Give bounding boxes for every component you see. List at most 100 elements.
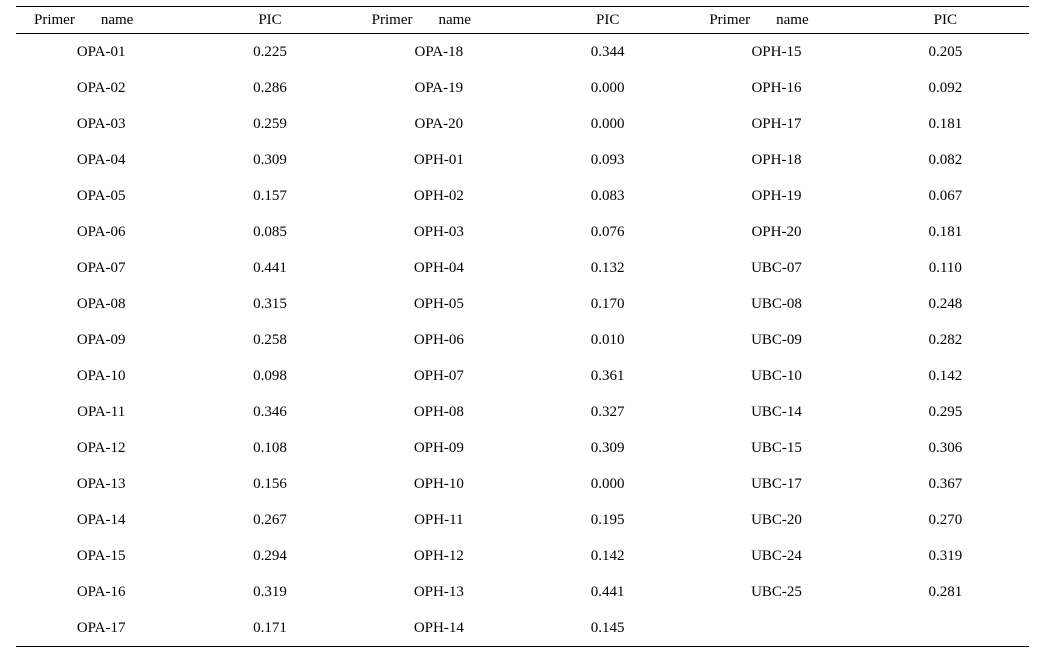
cell-pic: 0.346	[186, 394, 353, 430]
hdr-primer-word2: name	[776, 12, 808, 28]
cell-pic: 0.092	[862, 70, 1029, 106]
cell-primer: UBC-25	[691, 574, 861, 610]
cell-pic: 0.142	[862, 358, 1029, 394]
cell-primer: OPA-17	[16, 610, 186, 647]
cell-primer: OPH-14	[354, 610, 524, 647]
cell-primer: OPH-02	[354, 178, 524, 214]
table-row: OPA-060.085OPH-030.076OPH-200.181	[16, 214, 1029, 250]
cell-pic: 0.170	[524, 286, 691, 322]
cell-pic: 0.281	[862, 574, 1029, 610]
table-row: OPA-090.258OPH-060.010UBC-090.282	[16, 322, 1029, 358]
cell-pic: 0.319	[862, 538, 1029, 574]
cell-pic: 0.093	[524, 142, 691, 178]
cell-primer: OPA-11	[16, 394, 186, 430]
cell-pic: 0.085	[186, 214, 353, 250]
cell-pic: 0.258	[186, 322, 353, 358]
cell-primer	[691, 610, 861, 647]
cell-pic: 0.205	[862, 34, 1029, 71]
cell-pic: 0.367	[862, 466, 1029, 502]
table-row: OPA-140.267OPH-110.195UBC-200.270	[16, 502, 1029, 538]
cell-pic: 0.441	[186, 250, 353, 286]
cell-pic: 0.248	[862, 286, 1029, 322]
cell-primer: OPH-06	[354, 322, 524, 358]
cell-primer: OPA-15	[16, 538, 186, 574]
cell-primer: OPH-07	[354, 358, 524, 394]
table-row: OPA-020.286OPA-190.000OPH-160.092	[16, 70, 1029, 106]
cell-primer: OPH-18	[691, 142, 861, 178]
cell-primer: OPH-17	[691, 106, 861, 142]
cell-primer: OPH-11	[354, 502, 524, 538]
cell-primer: OPH-03	[354, 214, 524, 250]
cell-pic: 0.156	[186, 466, 353, 502]
cell-primer: OPA-03	[16, 106, 186, 142]
cell-primer: UBC-17	[691, 466, 861, 502]
cell-pic: 0.076	[524, 214, 691, 250]
primer-pic-table: Primername PIC Primername PIC Primername…	[16, 6, 1029, 647]
hdr-primer-word1: Primer	[34, 12, 75, 28]
cell-primer: UBC-07	[691, 250, 861, 286]
cell-primer: OPH-19	[691, 178, 861, 214]
col-header-pic-1: PIC	[186, 7, 353, 34]
cell-primer: OPA-01	[16, 34, 186, 71]
cell-pic	[862, 610, 1029, 647]
cell-primer: OPH-20	[691, 214, 861, 250]
cell-primer: OPA-02	[16, 70, 186, 106]
table-row: OPA-030.259OPA-200.000OPH-170.181	[16, 106, 1029, 142]
cell-primer: OPA-07	[16, 250, 186, 286]
table-row: OPA-130.156OPH-100.000UBC-170.367	[16, 466, 1029, 502]
cell-pic: 0.082	[862, 142, 1029, 178]
cell-pic: 0.267	[186, 502, 353, 538]
cell-pic: 0.309	[524, 430, 691, 466]
table-row: OPA-050.157OPH-020.083OPH-190.067	[16, 178, 1029, 214]
cell-pic: 0.181	[862, 214, 1029, 250]
cell-primer: UBC-09	[691, 322, 861, 358]
cell-primer: OPH-12	[354, 538, 524, 574]
cell-pic: 0.000	[524, 70, 691, 106]
cell-primer: OPH-16	[691, 70, 861, 106]
cell-primer: OPA-04	[16, 142, 186, 178]
col-header-pic-3: PIC	[862, 7, 1029, 34]
cell-pic: 0.010	[524, 322, 691, 358]
table-row: OPA-080.315OPH-050.170UBC-080.248	[16, 286, 1029, 322]
cell-pic: 0.319	[186, 574, 353, 610]
cell-primer: OPH-10	[354, 466, 524, 502]
cell-pic: 0.157	[186, 178, 353, 214]
cell-primer: OPH-04	[354, 250, 524, 286]
cell-primer: OPA-18	[354, 34, 524, 71]
hdr-primer-word2: name	[101, 12, 133, 28]
table-header-row: Primername PIC Primername PIC Primername…	[16, 7, 1029, 34]
table-container: Primername PIC Primername PIC Primername…	[0, 0, 1045, 657]
cell-primer: OPA-19	[354, 70, 524, 106]
cell-primer: UBC-15	[691, 430, 861, 466]
cell-primer: UBC-24	[691, 538, 861, 574]
col-header-primer-2: Primername	[354, 7, 524, 34]
cell-pic: 0.000	[524, 106, 691, 142]
cell-primer: OPA-20	[354, 106, 524, 142]
cell-pic: 0.361	[524, 358, 691, 394]
hdr-primer-word2: name	[438, 12, 470, 28]
cell-primer: OPA-09	[16, 322, 186, 358]
cell-primer: UBC-20	[691, 502, 861, 538]
cell-primer: OPA-05	[16, 178, 186, 214]
table-row: OPA-120.108OPH-090.309UBC-150.306	[16, 430, 1029, 466]
table-row: OPA-110.346OPH-080.327UBC-140.295	[16, 394, 1029, 430]
cell-pic: 0.309	[186, 142, 353, 178]
cell-primer: OPH-13	[354, 574, 524, 610]
table-row: OPA-160.319OPH-130.441UBC-250.281	[16, 574, 1029, 610]
cell-pic: 0.286	[186, 70, 353, 106]
cell-primer: OPA-13	[16, 466, 186, 502]
cell-pic: 0.344	[524, 34, 691, 71]
cell-pic: 0.098	[186, 358, 353, 394]
table-row: OPA-170.171OPH-140.145	[16, 610, 1029, 647]
col-header-primer-3: Primer name	[691, 7, 861, 34]
cell-primer: OPA-12	[16, 430, 186, 466]
cell-pic: 0.110	[862, 250, 1029, 286]
cell-pic: 0.327	[524, 394, 691, 430]
cell-primer: OPA-06	[16, 214, 186, 250]
cell-pic: 0.315	[186, 286, 353, 322]
cell-pic: 0.181	[862, 106, 1029, 142]
cell-primer: UBC-10	[691, 358, 861, 394]
hdr-primer-word1: Primer	[709, 12, 750, 28]
table-row: OPA-100.098OPH-070.361UBC-100.142	[16, 358, 1029, 394]
cell-pic: 0.108	[186, 430, 353, 466]
